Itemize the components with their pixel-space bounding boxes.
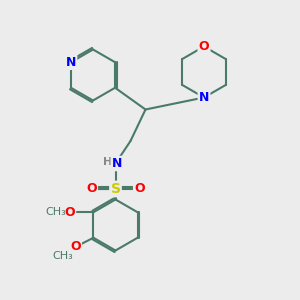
Text: N: N [66, 56, 76, 69]
Text: O: O [199, 40, 209, 53]
Text: H: H [103, 157, 112, 167]
Text: O: O [86, 182, 97, 196]
Text: O: O [70, 240, 81, 253]
Text: O: O [134, 182, 145, 196]
Text: CH₃: CH₃ [46, 207, 66, 217]
Text: S: S [110, 182, 121, 196]
Text: N: N [199, 91, 209, 104]
Text: O: O [64, 206, 75, 219]
Text: CH₃: CH₃ [52, 251, 73, 261]
Text: N: N [112, 157, 122, 170]
